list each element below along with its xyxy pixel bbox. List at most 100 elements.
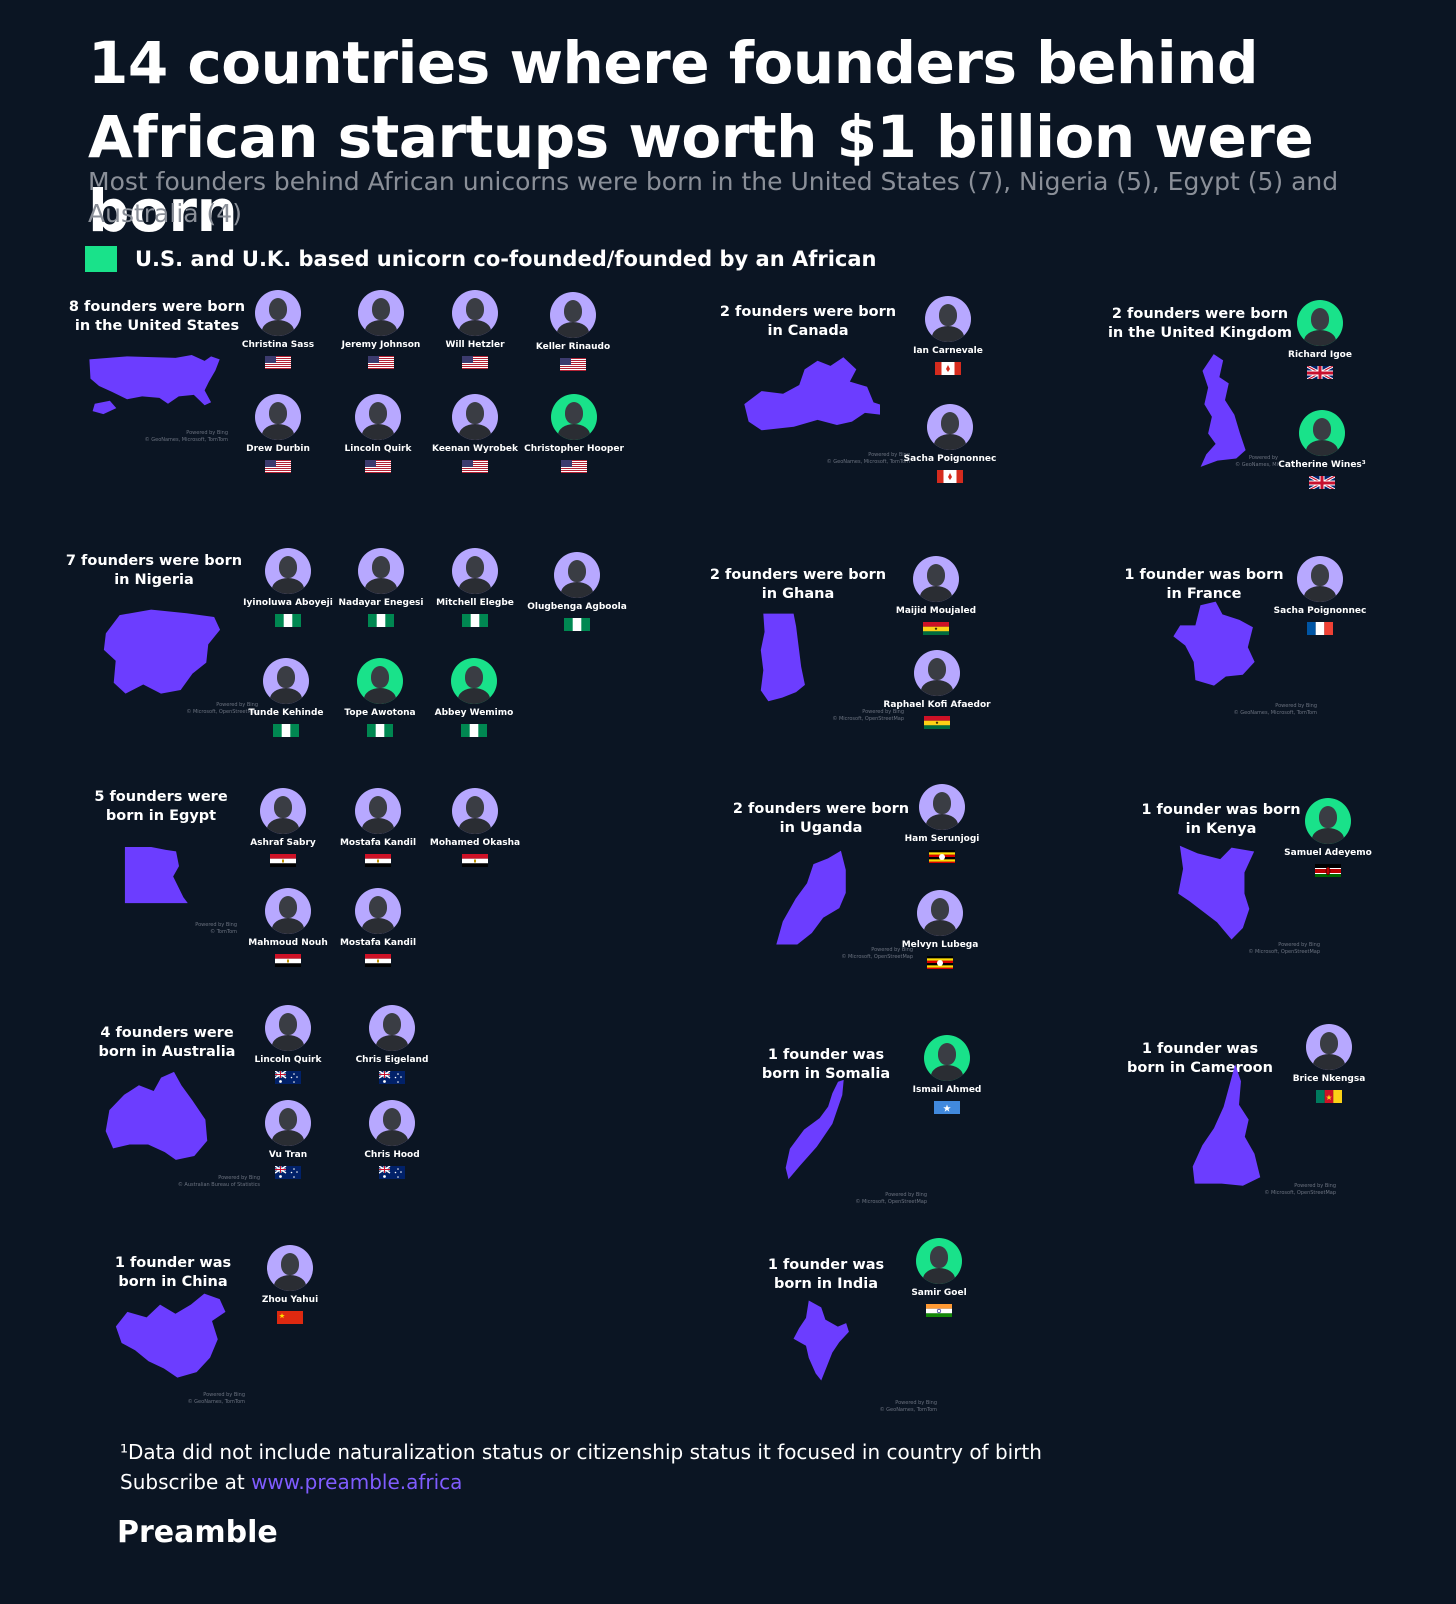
founder-card-christopher-hooper: Christopher Hooper: [519, 394, 629, 473]
founder-avatar: [267, 1245, 313, 1291]
country-block-title: 8 founders were born in the United State…: [68, 299, 246, 334]
us-flag: [265, 355, 291, 369]
legend-swatch: [85, 246, 117, 272]
founder-card-samir-goel: Samir Goel: [884, 1238, 994, 1317]
founder-name: Tope Awotona: [344, 708, 416, 718]
founder-card-zhou-yahui: Zhou Yahui: [235, 1245, 345, 1324]
founder-card-mostafa-kandil: Mostafa Kandil: [323, 788, 433, 867]
country-block-title: 2 founders were born in Canada: [719, 304, 897, 339]
founder-name: Mitchell Elegbe: [436, 598, 514, 608]
ghana-flag: [923, 621, 949, 635]
founder-name: Catherine Wines³: [1278, 460, 1366, 470]
founder-name: Sacha Poignonnec: [903, 454, 997, 464]
founder-avatar: [265, 1005, 311, 1051]
country-block-title: 1 founder was born in China: [114, 1255, 232, 1290]
founder-name: Chris Eigeland: [355, 1055, 429, 1065]
founder-name: Richard Igoe: [1288, 350, 1352, 360]
founder-card-sacha-poignonnec: Sacha Poignonnec: [895, 404, 1005, 483]
person-icon: [1311, 308, 1329, 330]
founder-avatar: [924, 1035, 970, 1081]
founder-card-ismail-ahmed: Ismail Ahmed: [892, 1035, 1002, 1114]
founder-avatar: [355, 788, 401, 834]
founder-avatar: [369, 1005, 415, 1051]
map-credit: Powered by Bing © Microsoft, OpenStreetM…: [1264, 1183, 1336, 1196]
person-icon: [466, 556, 484, 578]
founder-avatar: [913, 556, 959, 602]
person-icon: [277, 666, 295, 688]
country-block-title: 1 founder was born in India: [767, 1257, 885, 1292]
founder-card-ian-carnevale: Ian Carnevale: [893, 296, 1003, 375]
person-icon: [565, 402, 583, 424]
person-icon: [930, 1246, 948, 1268]
founder-avatar: [452, 788, 498, 834]
legend-label: U.S. and U.K. based unicorn co-founded/f…: [135, 247, 877, 271]
founder-avatar: [452, 290, 498, 336]
ghana-flag: [924, 715, 950, 729]
nigeria-flag: [273, 723, 299, 737]
person-icon: [281, 1253, 299, 1275]
founder-name: Abbey Wemimo: [434, 708, 514, 718]
nigeria-flag: [462, 613, 488, 627]
founder-name: Mostafa Kandil: [339, 938, 417, 948]
founder-name: Brice Nkengsa: [1292, 1074, 1366, 1084]
map-credit: Powered by Bing © GeoNames, Microsoft, T…: [826, 452, 910, 465]
founder-name: Mohamed Okasha: [429, 838, 521, 848]
country-block-title: 1 founder was born in France: [1124, 567, 1284, 602]
person-icon: [1311, 564, 1329, 586]
canada-map: [740, 352, 880, 452]
page-title: 14 countries where founders behind Afric…: [88, 29, 1314, 245]
founder-card-catherine-wines: Catherine Wines³: [1267, 410, 1377, 489]
founder-avatar: [358, 290, 404, 336]
founder-avatar: [369, 1100, 415, 1146]
subscribe-line: Subscribe at www.preamble.africa: [120, 1470, 462, 1494]
uk-map: [1180, 350, 1255, 470]
page-subtitle: Most founders behind African unicorns we…: [88, 167, 1339, 228]
egypt-flag: [462, 853, 488, 867]
subscribe-link[interactable]: www.preamble.africa: [251, 1470, 463, 1494]
founder-card-samuel-adeyemo: Samuel Adeyemo: [1273, 798, 1383, 877]
founder-name: Nadayar Enegesi: [338, 598, 424, 608]
founder-avatar: [355, 888, 401, 934]
canada-flag: [935, 361, 961, 375]
founder-name: Iyinoluwa Aboyeji: [243, 598, 333, 608]
australia-flag: [379, 1070, 405, 1084]
founder-name: Ian Carnevale: [913, 346, 983, 356]
founder-name: Drew Durbin: [246, 444, 310, 454]
founder-avatar: [1305, 798, 1351, 844]
founder-avatar: [1306, 1024, 1352, 1070]
uganda-flag: [929, 849, 955, 863]
uganda-map: [765, 845, 870, 955]
founder-name: Olugbenga Agboola: [527, 602, 627, 612]
map-credit: Powered by Bing © GeoNames, Microsoft, T…: [1233, 703, 1317, 716]
us-flag: [560, 357, 586, 371]
map-credit: Powered by Bing © Microsoft, OpenStreetM…: [855, 1192, 927, 1205]
country-block-title: 1 founder was born in Kenya: [1141, 802, 1301, 837]
person-icon: [372, 556, 390, 578]
person-icon: [938, 1043, 956, 1065]
person-icon: [465, 666, 483, 688]
person-icon: [933, 792, 951, 814]
founder-name: Christina Sass: [241, 340, 315, 350]
person-icon: [274, 796, 292, 818]
founder-avatar: [925, 296, 971, 342]
founder-avatar: [265, 888, 311, 934]
nigeria-flag: [275, 613, 301, 627]
map-credit: Powered by Bing © Australian Bureau of S…: [177, 1175, 260, 1188]
person-icon: [369, 896, 387, 918]
somalia-map: [780, 1076, 872, 1186]
nigeria-flag: [367, 723, 393, 737]
founder-card-sacha-poignonnec: Sacha Poignonnec: [1265, 556, 1375, 635]
person-icon: [1320, 1032, 1338, 1054]
person-icon: [371, 666, 389, 688]
egypt-map: [122, 844, 217, 929]
founder-card-ashraf-sabry: Ashraf Sabry: [228, 788, 338, 867]
australia-map: [102, 1068, 222, 1178]
nigeria-flag: [564, 617, 590, 631]
nigeria-map: [96, 606, 224, 711]
map-credit: Powered by Bing © Microsoft, OpenStreetM…: [841, 947, 913, 960]
founder-avatar: [452, 548, 498, 594]
founder-avatar: [357, 658, 403, 704]
founder-card-olugbenga-agboola: Olugbenga Agboola: [522, 552, 632, 631]
founder-card-will-hetzler: Will Hetzler: [420, 290, 530, 369]
person-icon: [369, 402, 387, 424]
